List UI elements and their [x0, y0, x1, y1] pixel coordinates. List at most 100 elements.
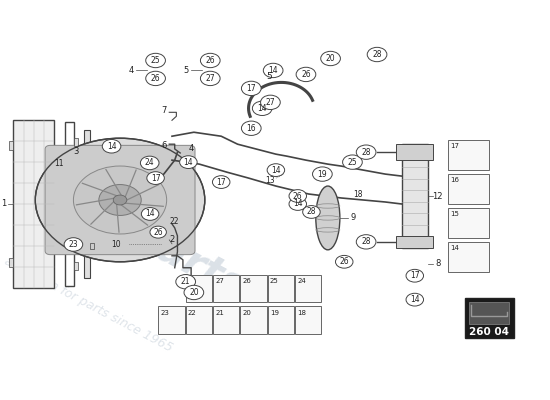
- Text: 5: 5: [266, 72, 272, 81]
- Text: 21: 21: [215, 310, 224, 316]
- Text: 14: 14: [184, 158, 193, 167]
- Text: 20: 20: [326, 54, 336, 63]
- Text: 26: 26: [243, 278, 251, 284]
- Circle shape: [241, 81, 261, 96]
- Text: 6: 6: [161, 141, 167, 150]
- Circle shape: [146, 53, 166, 68]
- Circle shape: [289, 190, 306, 202]
- Circle shape: [180, 156, 197, 168]
- Text: 16: 16: [450, 177, 459, 183]
- Text: 260 04: 260 04: [469, 326, 509, 336]
- Text: europarts: europarts: [30, 164, 252, 309]
- Bar: [9, 258, 13, 267]
- Circle shape: [241, 121, 261, 136]
- Text: 4: 4: [128, 66, 134, 75]
- Text: 14: 14: [450, 245, 459, 251]
- Text: 28: 28: [361, 148, 371, 157]
- Text: 26: 26: [153, 228, 163, 237]
- Circle shape: [252, 101, 272, 116]
- Circle shape: [176, 274, 195, 289]
- Text: 14: 14: [410, 295, 420, 304]
- Text: 17: 17: [246, 84, 256, 93]
- Circle shape: [146, 71, 166, 86]
- Bar: [213, 274, 239, 302]
- Circle shape: [263, 63, 283, 78]
- Bar: [448, 140, 489, 170]
- Circle shape: [336, 256, 353, 268]
- Circle shape: [296, 67, 316, 82]
- Text: 19: 19: [270, 310, 279, 316]
- Bar: [268, 306, 294, 334]
- Bar: [13, 120, 54, 288]
- Circle shape: [356, 235, 376, 249]
- Text: 28: 28: [361, 237, 371, 246]
- Text: 14: 14: [257, 104, 267, 113]
- Circle shape: [150, 226, 167, 238]
- Circle shape: [212, 176, 230, 188]
- Circle shape: [64, 238, 82, 251]
- Text: 25: 25: [270, 278, 279, 284]
- Bar: [295, 274, 321, 302]
- Circle shape: [267, 164, 285, 176]
- Text: 18: 18: [297, 310, 306, 316]
- Text: 11: 11: [54, 159, 64, 168]
- Circle shape: [35, 138, 205, 262]
- Text: 21: 21: [181, 277, 190, 286]
- Text: 5: 5: [183, 66, 188, 75]
- Bar: [85, 130, 90, 278]
- Circle shape: [356, 145, 376, 159]
- Text: 24: 24: [145, 158, 155, 168]
- Bar: [186, 306, 212, 334]
- Text: 26: 26: [206, 56, 215, 65]
- Circle shape: [289, 198, 306, 210]
- FancyBboxPatch shape: [45, 145, 195, 255]
- Bar: [90, 243, 95, 249]
- Text: 3: 3: [74, 147, 79, 156]
- Text: 26: 26: [293, 192, 303, 200]
- Text: 20: 20: [189, 288, 199, 297]
- Bar: [396, 236, 433, 248]
- Bar: [240, 274, 267, 302]
- Circle shape: [200, 53, 220, 68]
- Text: 8: 8: [435, 259, 441, 268]
- Text: 20: 20: [243, 310, 251, 316]
- Text: 19: 19: [317, 170, 327, 178]
- Bar: [240, 306, 267, 334]
- Text: 28: 28: [188, 278, 197, 284]
- Circle shape: [406, 293, 424, 306]
- Text: 18: 18: [353, 190, 362, 198]
- Text: 28: 28: [307, 208, 316, 216]
- Text: 4: 4: [189, 144, 194, 153]
- Text: 2: 2: [169, 235, 174, 244]
- Text: 25: 25: [151, 56, 161, 65]
- Text: 12: 12: [432, 192, 443, 200]
- Circle shape: [147, 172, 164, 184]
- Bar: [469, 302, 509, 324]
- Bar: [402, 144, 428, 248]
- Bar: [268, 274, 294, 302]
- Text: 13: 13: [266, 176, 275, 184]
- Bar: [396, 144, 433, 160]
- Text: 26: 26: [301, 70, 311, 79]
- Text: 27: 27: [266, 98, 275, 107]
- Bar: [213, 306, 239, 334]
- Circle shape: [343, 155, 362, 169]
- Text: 7: 7: [161, 106, 167, 115]
- Bar: [448, 242, 489, 272]
- Circle shape: [406, 269, 424, 282]
- Circle shape: [99, 184, 141, 216]
- Text: 22: 22: [188, 310, 196, 316]
- Bar: [448, 174, 489, 204]
- Text: 25: 25: [348, 158, 358, 167]
- Text: 23: 23: [69, 240, 78, 249]
- Bar: [9, 141, 13, 150]
- Bar: [295, 306, 321, 334]
- Circle shape: [261, 95, 280, 110]
- Text: 14: 14: [268, 66, 278, 75]
- Text: 24: 24: [297, 278, 306, 284]
- Circle shape: [73, 166, 167, 234]
- Circle shape: [141, 208, 159, 220]
- Text: 28: 28: [372, 50, 382, 59]
- Circle shape: [302, 206, 320, 218]
- Text: 16: 16: [246, 124, 256, 133]
